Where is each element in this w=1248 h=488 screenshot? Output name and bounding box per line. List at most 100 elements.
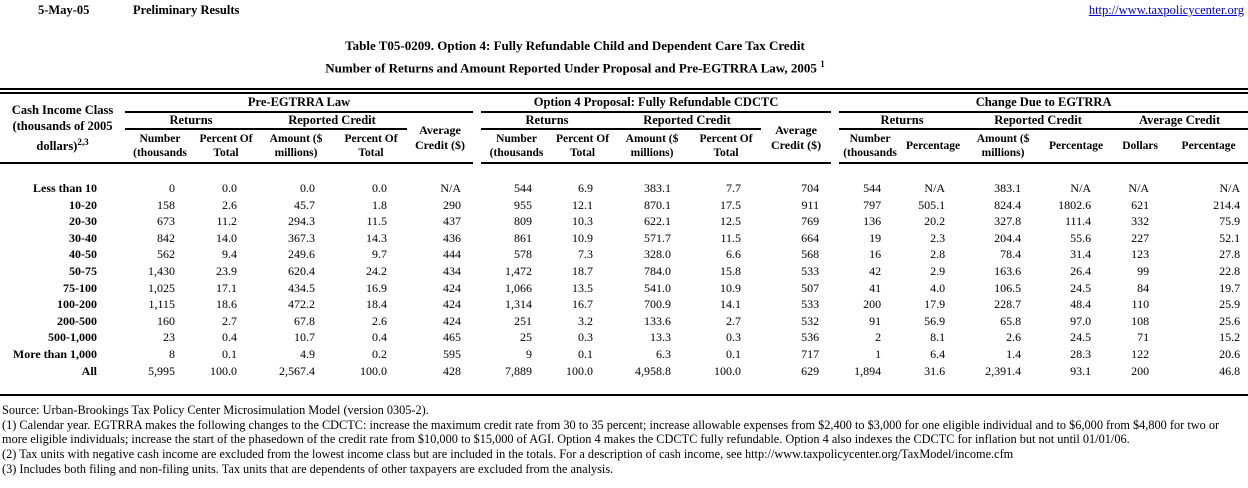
cell: 507 [801,280,820,295]
bottom-gap-row [0,379,1248,395]
cell: 424 [443,297,462,312]
col-percentage: Percentage [1169,129,1248,164]
cell: 18.4 [366,297,387,312]
table-row: Less than 10 0 0.0 0.0 0.0 N/A 544 6.9 383.1 7.7 7… [0,180,1248,197]
cell: 428 [443,363,462,378]
cell: 797 [863,197,882,212]
corner-line-3: dollars) [36,139,78,154]
col-percent-of-total: Percent Of Total [335,129,407,164]
cell: 26.4 [1070,263,1092,278]
cell: 228.7 [994,297,1022,312]
cell: 700.9 [644,297,672,312]
column-spacer [473,346,481,363]
table-row: 75-100 1,025 17.1 434.5 16.9 424 1,066 13.5 541.… [0,280,1248,297]
cell: 23.9 [216,263,237,278]
cell: 328.0 [644,247,672,262]
cell: 0.1 [726,346,742,361]
subgroup-average-credit: Average Credit [1111,112,1248,130]
cell: 110 [1131,297,1150,312]
cell: N/A [1219,181,1241,195]
table-row: All 5,995 100.0 2,567.4 100.0 428 7,889 100.0 4,… [0,363,1248,380]
cell: 2.8 [930,247,946,262]
cell: 7,889 [505,363,533,378]
row-label: 75-100 [63,280,97,295]
row-label: 30-40 [69,230,97,245]
column-spacer [831,246,839,263]
cell: 290 [443,197,462,212]
row-header-title: Cash Income Class (thousands of 2005 dol… [0,94,125,164]
cell: 18.6 [216,297,237,312]
col-amount-millions: Amount ($ millions) [257,129,335,164]
cell: 24.2 [366,263,387,278]
cell: 108 [1131,313,1150,328]
column-spacer [831,363,839,380]
cell: 8 [169,346,175,361]
cell: 67.8 [294,313,315,328]
table-row: 10-20 158 2.6 45.7 1.8 290 955 12.1 870.1 17.5 911… [0,197,1248,214]
cell: 1.8 [372,197,387,212]
cell: 2.6 [372,313,387,328]
corner-line-2: (thousands of 2005 [12,118,113,133]
cell: 52.1 [1219,230,1241,245]
table-row: 50-75 1,430 23.9 620.4 24.2 434 1,472 18.7 784.0… [0,263,1248,280]
taxpolicycenter-link[interactable]: http://www.taxpolicycenter.org [1088,3,1244,17]
column-spacer [473,230,481,247]
cell: 0.1 [578,346,594,361]
column-spacer [473,329,481,346]
cell: 12.5 [720,214,742,229]
cell: 6.9 [578,181,594,195]
column-spacer [473,296,481,313]
cell: 437 [443,214,462,229]
cell: 704 [801,181,820,195]
corner-line-1: Cash Income Class [11,102,114,117]
cell: 13.5 [572,280,594,295]
cell: 22.8 [1219,263,1241,278]
cell: 332 [1131,214,1150,229]
subgroup-returns: Returns [125,112,257,130]
cell: 75.9 [1219,214,1241,229]
cell: 2.3 [930,230,946,245]
cell: 45.7 [294,197,315,212]
cell: 7.7 [726,181,742,195]
row-label: 200-500 [57,313,97,328]
cell: 13.3 [650,330,672,345]
source-note: Source: Urban-Brookings Tax Policy Cente… [2,403,429,417]
cell: 434.5 [288,280,315,295]
corner-footnote-marker: 2,3 [77,136,89,147]
cell: 2,567.4 [279,363,315,378]
cell: 465 [443,330,462,345]
cell: 14.3 [366,230,387,245]
row-label: All [81,363,97,378]
title-footnote-marker: 1 [820,59,825,69]
cell: 14.0 [216,230,237,245]
cell: 568 [801,247,820,262]
column-spacer [831,197,839,214]
column-spacer [473,263,481,280]
col-percentage: Percentage [1041,129,1112,164]
cell: 541.0 [644,280,672,295]
column-spacer [831,329,839,346]
cell: 1802.6 [1058,197,1092,212]
cell: 200 [1131,363,1150,378]
cell: 784.0 [644,263,672,278]
cell: 97.0 [1070,313,1092,328]
cell: 23 [163,330,175,345]
row-label: 100-200 [57,297,97,312]
column-spacer [473,94,481,163]
cell: 327.8 [994,214,1022,229]
cell: 10.9 [572,230,594,245]
cell: 664 [801,230,820,245]
cell: 65.8 [1000,313,1022,328]
cell: 10.9 [720,280,742,295]
cell: 578 [514,247,533,262]
col-average-credit: Average Credit ($) [761,112,832,164]
cell: 19 [869,230,882,245]
cell: 1.4 [1006,346,1022,361]
cell: 383.1 [644,181,672,195]
cell: 2.6 [1006,330,1022,345]
cell: 55.6 [1070,230,1092,245]
cell: 0.0 [372,181,387,195]
cell: 769 [801,214,820,229]
cell: 620.4 [288,263,315,278]
cell: 31.4 [1070,247,1092,262]
